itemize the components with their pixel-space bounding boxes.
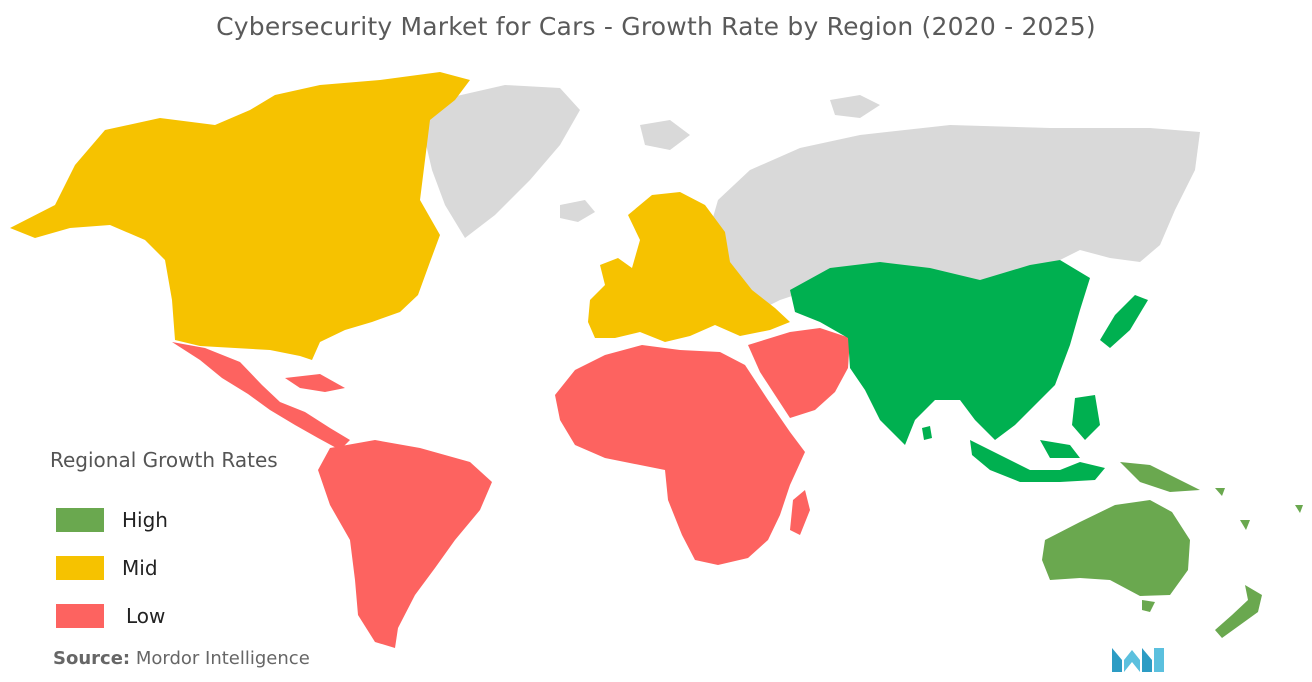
russia-region (705, 125, 1200, 310)
europe-region (588, 192, 790, 342)
papua-new-guinea-region (1120, 462, 1200, 492)
australia-region (1042, 500, 1190, 596)
legend-label-low: Low (126, 604, 166, 628)
tasmania-region (1142, 600, 1155, 612)
legend-item-high: High (50, 496, 278, 544)
greenland-region (418, 85, 580, 238)
asia-region (790, 260, 1090, 445)
legend-swatch-high (56, 508, 104, 532)
legend: Regional Growth Rates High Mid Low (50, 448, 278, 640)
sri-lanka-region (922, 426, 932, 440)
japan-region (1100, 295, 1148, 348)
legend-label-mid: Mid (122, 556, 158, 580)
legend-item-low: Low (50, 592, 278, 640)
legend-title: Regional Growth Rates (50, 448, 278, 472)
source-text: Mordor Intelligence (135, 648, 310, 669)
pacific-islands-region (1215, 488, 1303, 530)
southeast-asia-islands-region (970, 395, 1105, 482)
middle-east-region (748, 328, 850, 418)
africa-region (555, 345, 805, 565)
chart-title: Cybersecurity Market for Cars - Growth R… (216, 12, 1096, 41)
world-map (10, 72, 1303, 648)
mordor-intelligence-logo-icon (1112, 648, 1164, 672)
north-america-region (10, 72, 470, 360)
arctic-islands-region (640, 95, 880, 150)
legend-item-mid: Mid (50, 544, 278, 592)
iceland-region (560, 200, 595, 222)
source-prefix: Source: (53, 648, 131, 669)
legend-label-high: High (122, 508, 168, 532)
legend-swatch-mid (56, 556, 104, 580)
new-zealand-region (1215, 585, 1262, 638)
legend-swatch-low (56, 604, 104, 628)
south-america-region (318, 440, 492, 648)
madagascar-region (790, 490, 810, 535)
source-note: Source: Mordor Intelligence (53, 648, 310, 669)
caribbean-region (285, 374, 345, 392)
mexico-central-america-region (172, 342, 350, 450)
